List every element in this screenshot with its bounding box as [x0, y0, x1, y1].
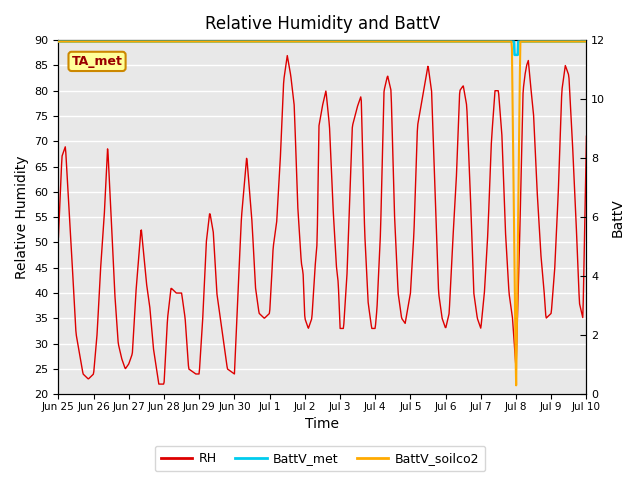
Text: TA_met: TA_met: [72, 55, 122, 68]
Y-axis label: BattV: BattV: [611, 198, 625, 237]
Legend: RH, BattV_met, BattV_soilco2: RH, BattV_met, BattV_soilco2: [155, 446, 485, 471]
X-axis label: Time: Time: [305, 418, 339, 432]
Y-axis label: Relative Humidity: Relative Humidity: [15, 156, 29, 279]
Title: Relative Humidity and BattV: Relative Humidity and BattV: [205, 15, 440, 33]
